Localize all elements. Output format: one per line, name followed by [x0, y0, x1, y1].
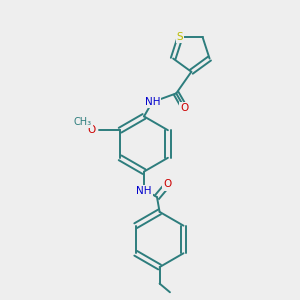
Text: CH₃: CH₃ [74, 117, 92, 127]
Text: S: S [177, 32, 183, 42]
Text: O: O [164, 179, 172, 190]
Text: NH: NH [136, 186, 152, 196]
Text: O: O [180, 103, 189, 113]
Text: NH: NH [145, 97, 160, 107]
Text: O: O [87, 125, 95, 135]
